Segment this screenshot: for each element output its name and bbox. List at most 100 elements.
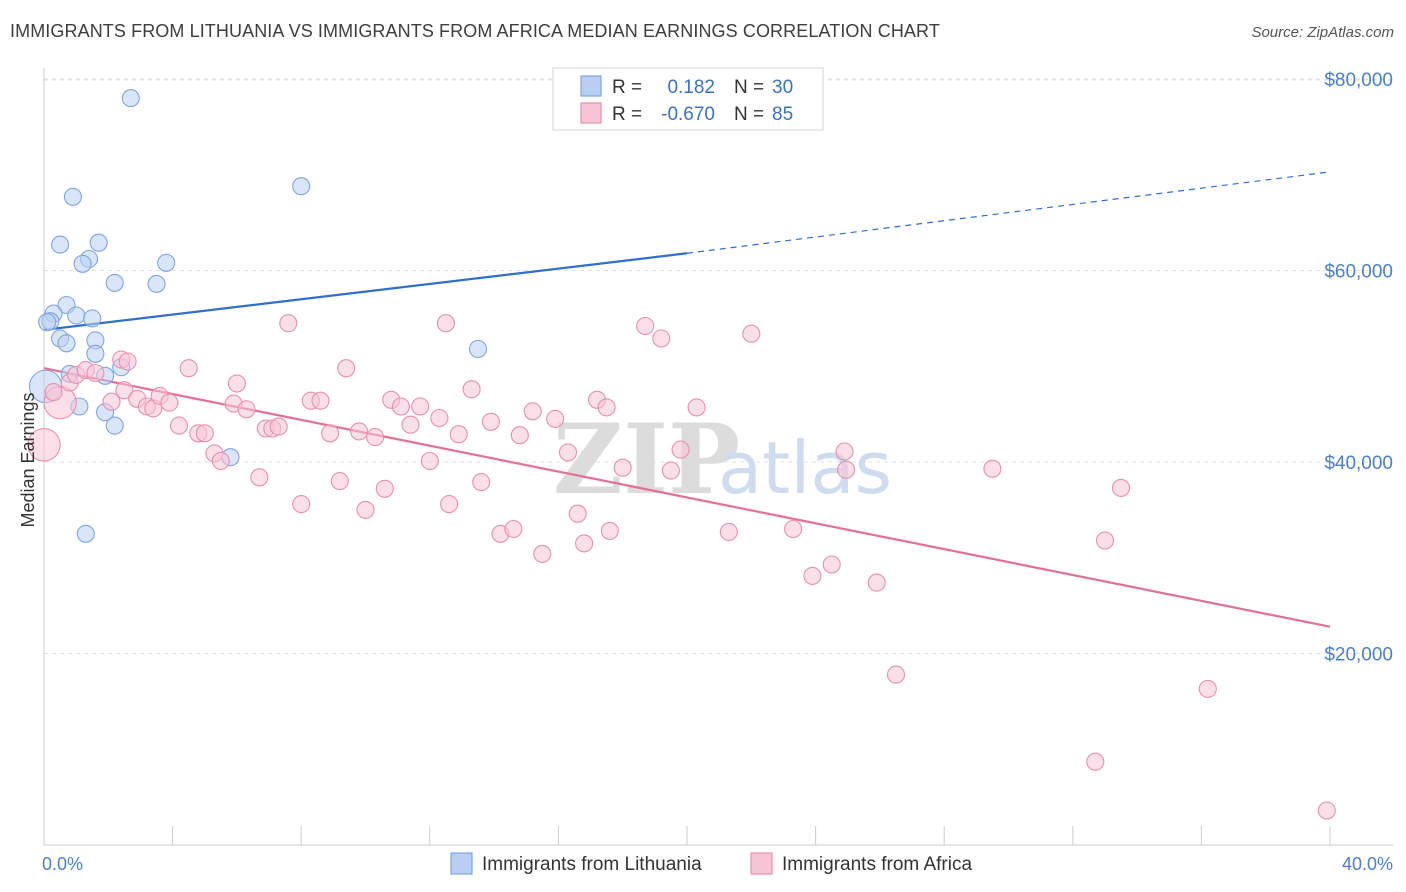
legend: R = 0.182 N = 30 R = -0.670 N = 85 — [552, 67, 824, 131]
africa-point — [330, 472, 349, 491]
africa-point — [671, 440, 690, 459]
lithuania-point — [76, 524, 95, 543]
data-points — [27, 89, 1336, 820]
legend-r-value-1: 0.182 — [667, 77, 715, 98]
africa-point — [420, 451, 439, 471]
africa-point — [44, 383, 63, 402]
lithuania-point — [121, 89, 140, 108]
africa-point — [179, 359, 198, 378]
africa-point — [237, 400, 256, 419]
bottom-legend-lithuania: Immigrants from Lithuania — [482, 854, 702, 875]
legend-n-label-2: N = — [734, 104, 764, 125]
chart-title: IMMIGRANTS FROM LITHUANIA VS IMMIGRANTS … — [10, 21, 940, 41]
africa-point — [837, 460, 856, 479]
africa-point — [597, 398, 616, 417]
lithuania-point — [51, 235, 70, 254]
lithuania-point — [292, 177, 311, 196]
africa-point — [250, 468, 269, 487]
bottom-legend-africa: Immigrants from Africa — [782, 854, 972, 875]
y-tick-labels: $20,000 $40,000 $60,000 $80,000 — [1324, 70, 1393, 666]
africa-point — [211, 451, 230, 471]
bottom-legend: Immigrants from Lithuania Immigrants fro… — [450, 852, 972, 875]
lithuania-point — [468, 339, 488, 359]
africa-point — [375, 479, 394, 498]
africa-point — [321, 424, 340, 443]
africa-point — [269, 417, 288, 436]
africa-point — [350, 422, 369, 441]
africa-point — [1086, 752, 1105, 771]
watermark-atlas: atlas — [718, 426, 892, 510]
lithuania-point — [105, 273, 124, 292]
africa-point — [195, 424, 214, 443]
lithuania-point — [73, 254, 92, 273]
africa-point — [835, 442, 854, 461]
africa-point — [227, 374, 246, 393]
africa-point — [356, 500, 375, 519]
africa-point — [600, 521, 619, 540]
africa-point — [510, 426, 529, 445]
africa-point — [401, 415, 420, 434]
bottom-legend-swatch-lithuania — [450, 852, 473, 875]
watermark: ZIP atlas — [553, 403, 892, 516]
lithuania-point — [38, 313, 57, 332]
africa-point — [822, 555, 841, 574]
africa-point — [983, 459, 1002, 478]
africa-point — [440, 495, 459, 514]
grid-lines — [44, 78, 1393, 654]
africa-point — [160, 393, 179, 412]
africa-point — [1111, 478, 1131, 497]
africa-point — [118, 352, 137, 371]
x-tick-labels: 0.0% 40.0% — [42, 854, 1393, 874]
x-tick-label-1: 40.0% — [1342, 854, 1393, 874]
watermark-zip: ZIP — [553, 403, 740, 516]
lithuania-point — [89, 233, 108, 252]
x-tick-label-0: 0.0% — [42, 854, 83, 874]
africa-point — [803, 566, 822, 585]
lithuania-point — [157, 253, 176, 272]
legend-n-value-1: 30 — [772, 77, 793, 98]
lithuania-point — [86, 344, 105, 363]
lithuania-trend-extension — [686, 171, 1331, 254]
africa-point — [411, 397, 430, 416]
africa-point — [504, 519, 523, 539]
legend-n-value-2: 85 — [772, 104, 793, 125]
africa-point — [613, 458, 632, 477]
africa-point — [533, 544, 552, 563]
africa-point — [1095, 531, 1115, 550]
africa-point — [292, 495, 311, 514]
africa-point — [742, 324, 761, 343]
legend-r-label-2: R = — [612, 104, 642, 125]
africa-point — [558, 443, 578, 462]
lithuania-point — [67, 306, 86, 325]
africa-point — [311, 391, 330, 410]
lithuania-point — [147, 274, 166, 293]
africa-point — [27, 428, 61, 462]
legend-r-value-2: -0.670 — [661, 104, 715, 125]
africa-point — [523, 402, 542, 421]
africa-point — [652, 329, 671, 348]
africa-point — [337, 359, 356, 378]
bottom-legend-swatch-africa — [750, 852, 773, 875]
africa-point — [568, 504, 587, 523]
chart-source: Source: ZipAtlas.com — [1251, 24, 1394, 41]
africa-point — [86, 363, 105, 383]
africa-point — [575, 534, 594, 553]
legend-swatch-lithuania — [580, 75, 602, 97]
africa-point — [462, 380, 481, 399]
africa-point — [436, 314, 455, 333]
y-tick-label-2: $60,000 — [1324, 262, 1393, 283]
lithuania-trend-line — [43, 252, 688, 331]
y-tick-label-3: $80,000 — [1324, 70, 1393, 91]
africa-point — [430, 408, 449, 428]
africa-point — [784, 519, 803, 539]
y-axis-label: Median Earnings — [18, 392, 38, 527]
africa-point — [279, 314, 298, 333]
africa-point — [1317, 801, 1336, 820]
africa-point — [719, 522, 738, 541]
africa-point — [472, 473, 491, 492]
lithuania-point — [105, 416, 124, 435]
africa-point — [449, 425, 468, 444]
africa-point — [169, 416, 189, 435]
africa-point — [687, 398, 706, 417]
